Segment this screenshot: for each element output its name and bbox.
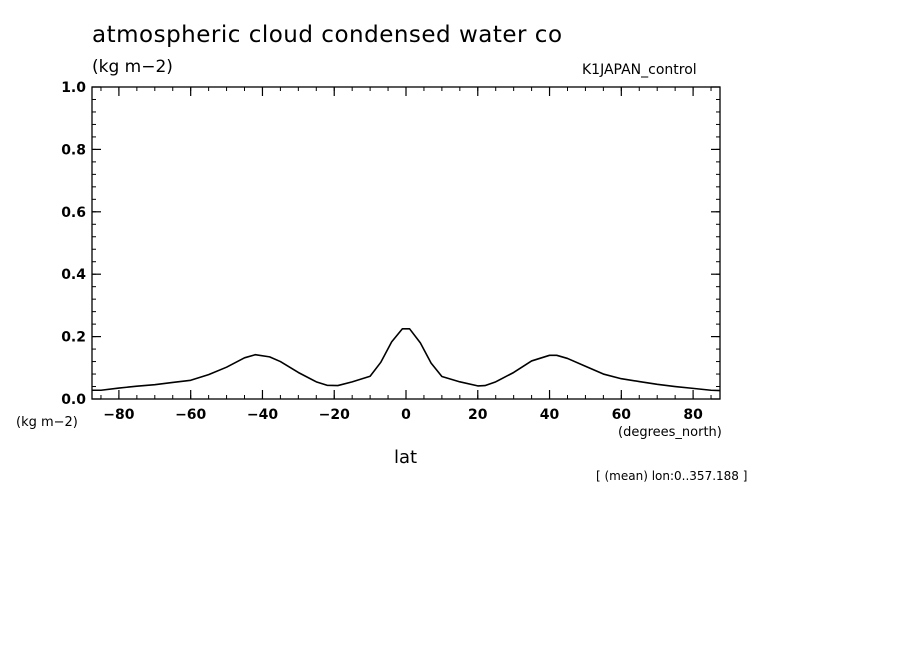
x-axis-label: lat (394, 447, 418, 468)
y-tick-label: 1.0 (61, 80, 86, 96)
x-tick-label: −20 (319, 407, 350, 423)
footnote: [ (mean) lon:0..357.188 ] (596, 469, 748, 483)
y-tick-label: 0.2 (61, 330, 86, 346)
x-tick-label: 40 (540, 407, 560, 423)
run-label: K1JAPAN_control (582, 62, 697, 78)
tick-labels: −80 −60 −40 −20 0 20 40 60 80 0.0 0.2 0.4 0.6 0.8 1.0 (61, 80, 703, 423)
x-units-label: (degrees_north) (618, 425, 722, 440)
major-ticks (92, 86, 720, 400)
x-tick-label: 0 (401, 407, 411, 423)
y-tick-label: 0.4 (61, 267, 86, 283)
x-tick-label: −60 (175, 407, 206, 423)
series-line (92, 328, 721, 392)
y-units-bottom-label: (kg m−2) (16, 415, 78, 430)
plot-frame (91, 86, 721, 400)
y-units-label: (kg m−2) (92, 57, 173, 77)
x-tick-label: −80 (103, 407, 134, 423)
x-tick-label: 80 (683, 407, 703, 423)
y-tick-label: 0.0 (61, 392, 86, 408)
minor-ticks (92, 86, 720, 400)
y-tick-label: 0.6 (61, 205, 86, 221)
x-tick-label: −40 (247, 407, 278, 423)
x-tick-label: 60 (612, 407, 632, 423)
x-tick-label: 20 (468, 407, 488, 423)
chart-title: atmospheric cloud condensed water co (92, 22, 563, 48)
y-tick-label: 0.8 (61, 142, 86, 158)
